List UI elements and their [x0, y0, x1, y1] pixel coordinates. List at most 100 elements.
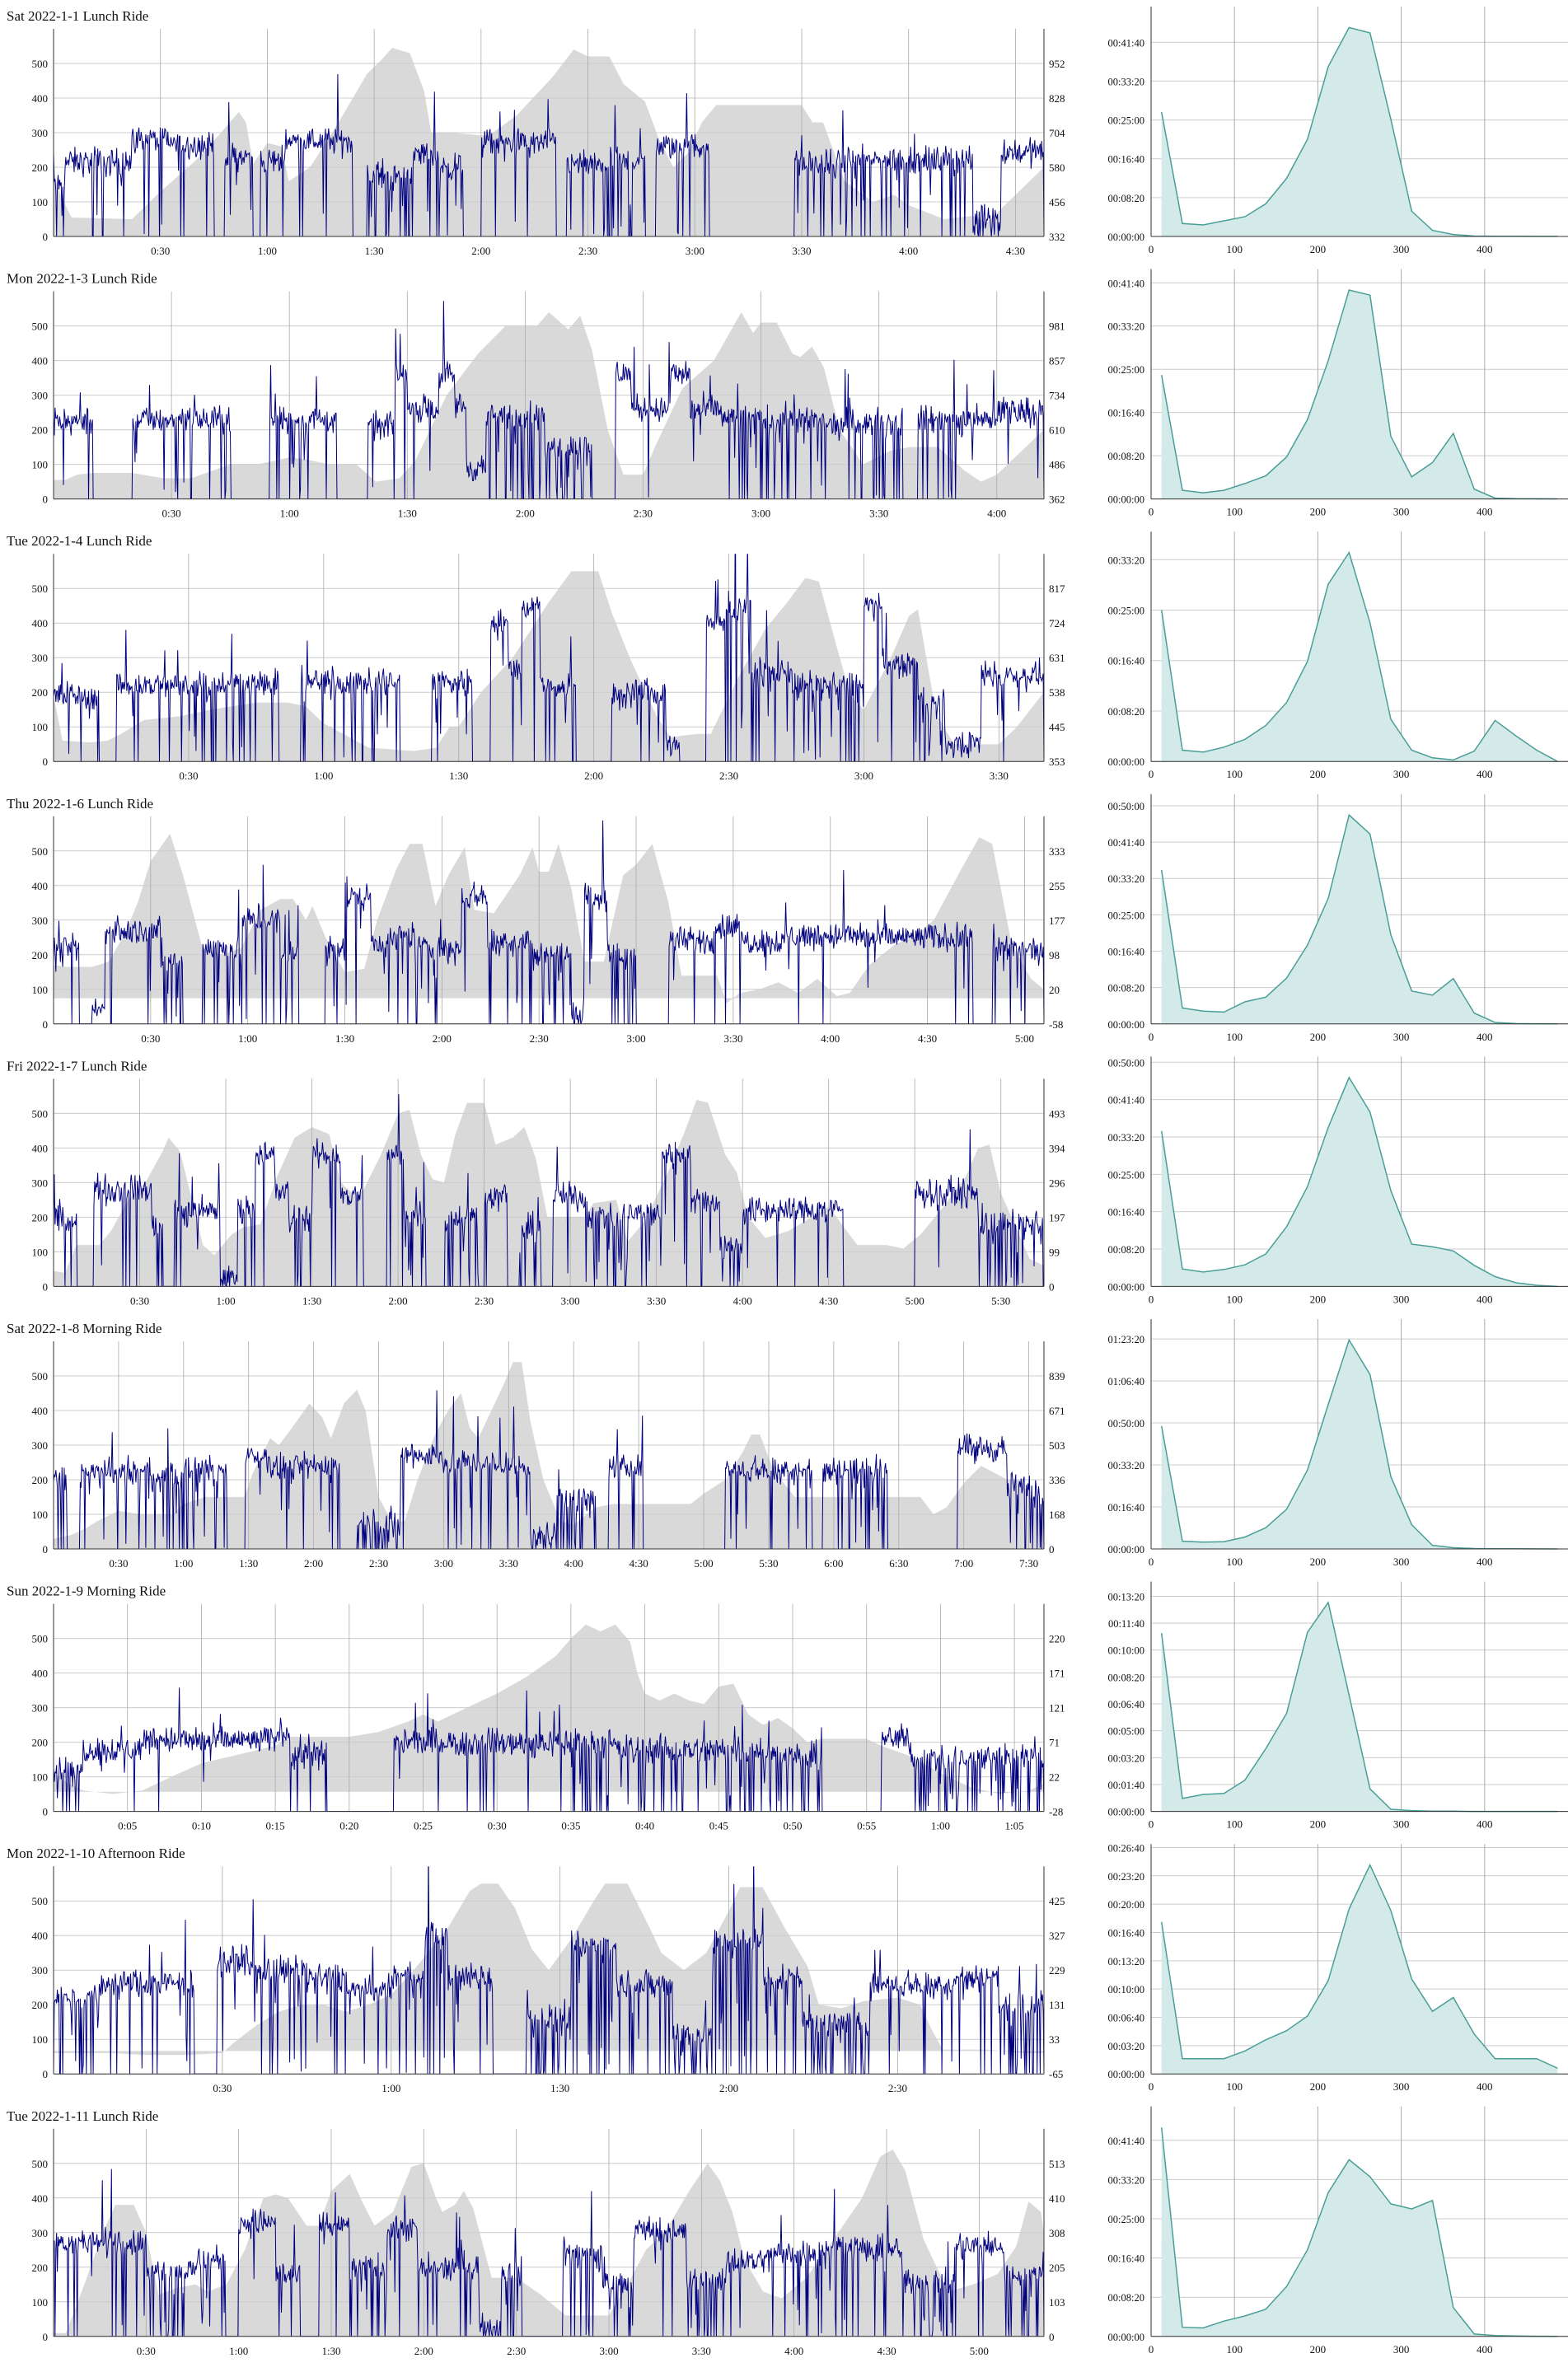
hist-area: [1161, 1602, 1558, 1812]
hist-y-tick-label: 00:16:40: [1108, 1927, 1144, 1939]
elevation-tick-label: 197: [1049, 1211, 1065, 1223]
time-tick-label: 0:30: [130, 1294, 149, 1307]
elevation-tick-label: -58: [1049, 1018, 1063, 1031]
hist-x-tick-label: 200: [1310, 1556, 1327, 1568]
elevation-tick-label: 20: [1049, 984, 1060, 996]
time-tick-label: 4:00: [899, 245, 918, 257]
hist-x-tick-label: 400: [1477, 2080, 1493, 2093]
hist-y-tick-label: 00:10:00: [1108, 1645, 1144, 1657]
power-tick-label: 100: [32, 984, 49, 996]
ride-title: Sat 2022-1-1 Lunch Ride: [7, 8, 148, 24]
elevation-tick-label: 857: [1049, 355, 1065, 367]
power-tick-label: 300: [32, 127, 49, 139]
ride-panel: Mon 2022-1-3 Lunch Ride 0 100 200 300 400 500 3…: [7, 269, 1568, 520]
power-tick-label: 0: [43, 2331, 49, 2343]
hist-x-tick-label: 200: [1310, 243, 1327, 255]
power-tick-label: 500: [32, 2158, 49, 2170]
power-line: [54, 301, 1044, 499]
hist-area: [1161, 1340, 1558, 1549]
hist-y-tick-label: 00:41:40: [1108, 2136, 1144, 2147]
hist-line: [1160, 813, 1558, 1025]
hist-x-tick-label: 400: [1477, 1031, 1493, 1043]
power-tick-label: 0: [43, 494, 49, 506]
ride-title: Mon 2022-1-3 Lunch Ride: [7, 271, 157, 287]
hist-x-tick-label: 400: [1477, 768, 1493, 780]
elevation-tick-label: 0: [1049, 1280, 1055, 1293]
power-tick-label: 200: [32, 1474, 49, 1486]
power-tick-label: 100: [32, 2033, 49, 2046]
ride-title: Fri 2022-1-7 Lunch Ride: [7, 1058, 147, 1074]
elevation-tick-label: 724: [1049, 617, 1065, 629]
time-tick-label: 3:30: [499, 1557, 518, 1570]
hist-x-tick-label: 200: [1310, 2080, 1327, 2093]
time-tick-label: 0:30: [179, 770, 198, 782]
hist-y-tick-label: 00:20:00: [1108, 1899, 1144, 1911]
power-tick-label: 500: [32, 1633, 49, 1645]
time-tick-label: 3:00: [854, 770, 873, 782]
time-tick-label: 4:30: [1006, 245, 1025, 257]
power-tick-label: 400: [32, 1405, 49, 1417]
power-tick-label: 0: [43, 1543, 49, 1556]
power-tick-label: 0: [43, 756, 49, 768]
elevation-tick-label: 0: [1049, 1543, 1055, 1556]
hist-y-tick-label: 00:33:20: [1108, 554, 1144, 566]
power-tick-label: 500: [32, 58, 49, 70]
power-tick-label: 300: [32, 652, 49, 664]
time-tick-label: 1:00: [238, 1032, 257, 1045]
ride-panel: Thu 2022-1-6 Lunch Ride0100200300400500-…: [7, 793, 1568, 1045]
elevation-tick-label: 610: [1049, 424, 1065, 437]
time-tick-label: 0:30: [137, 2345, 156, 2357]
hist-y-tick-label: 00:11:40: [1108, 1618, 1144, 1630]
hist-y-tick-label: 00:25:00: [1108, 605, 1144, 616]
power-tick-label: 300: [32, 1702, 49, 1715]
power-line: [54, 73, 1044, 236]
power-line: [54, 1094, 1044, 1287]
time-tick-label: 3:00: [434, 1557, 453, 1570]
hist-area: [1161, 290, 1558, 499]
hist-x-tick-label: 0: [1149, 1556, 1154, 1568]
elevation-tick-label: 205: [1049, 2262, 1065, 2274]
elevation-tick-label: 98: [1049, 949, 1060, 961]
elevation-tick-label: 493: [1049, 1107, 1065, 1120]
time-tick-label: 4:30: [630, 1557, 648, 1570]
hist-area: [1161, 552, 1558, 762]
hist-y-tick-label: 00:41:40: [1108, 1095, 1144, 1106]
power-line: [54, 1687, 1044, 1812]
power-line: [54, 820, 1044, 1024]
hist-y-tick-label: 00:33:20: [1108, 2174, 1144, 2186]
hist-y-tick-label: 00:00:00: [1108, 494, 1144, 506]
hist-y-tick-label: 00:03:20: [1108, 2041, 1144, 2052]
elevation-tick-label: 538: [1049, 686, 1065, 699]
time-tick-label: 4:30: [918, 1032, 937, 1045]
power-tick-label: 400: [32, 1668, 49, 1680]
time-tick-label: 2:00: [471, 245, 490, 257]
time-tick-label: 4:30: [819, 1294, 838, 1307]
hist-y-tick-label: 00:25:00: [1108, 2214, 1144, 2225]
hist-y-tick-label: 00:25:00: [1108, 1169, 1144, 1181]
time-tick-label: 0:40: [635, 1820, 654, 1832]
hist-area: [1161, 2127, 1558, 2337]
ride-panel: Sat 2022-1-8 Morning Ride 0 100 200 300 400 50…: [7, 1319, 1568, 1570]
elevation-tick-label: 410: [1049, 2192, 1065, 2205]
elevation-area: [54, 1362, 1044, 1549]
time-tick-label: 5:00: [1015, 1032, 1034, 1045]
power-tick-label: 400: [32, 1142, 49, 1154]
hist-line: [1160, 289, 1558, 500]
hist-y-tick-label: 00:13:20: [1108, 1591, 1144, 1602]
power-line: [54, 2168, 1044, 2337]
hist-x-tick-label: 400: [1477, 1556, 1493, 1568]
time-tick-label: 0:35: [561, 1820, 580, 1832]
elevation-tick-label: 503: [1049, 1439, 1065, 1452]
time-tick-label: 6:30: [889, 1557, 908, 1570]
hist-x-tick-label: 400: [1477, 243, 1493, 255]
elevation-tick-label: 103: [1049, 2296, 1065, 2309]
elevation-tick-label: 394: [1049, 1142, 1065, 1154]
ride-panel: Mon 2022-1-10 Afternoon Ride 0 100 200 300 40…: [7, 1842, 1568, 2094]
time-tick-label: 1:00: [216, 1294, 235, 1307]
hist-y-tick-label: 00:08:20: [1108, 1672, 1144, 1683]
elevation-tick-label: 71: [1049, 1737, 1060, 1749]
hist-x-tick-label: 400: [1477, 1293, 1493, 1305]
time-tick-label: 0:30: [162, 508, 181, 520]
power-tick-label: 100: [32, 196, 49, 208]
time-tick-label: 0:30: [151, 245, 170, 257]
